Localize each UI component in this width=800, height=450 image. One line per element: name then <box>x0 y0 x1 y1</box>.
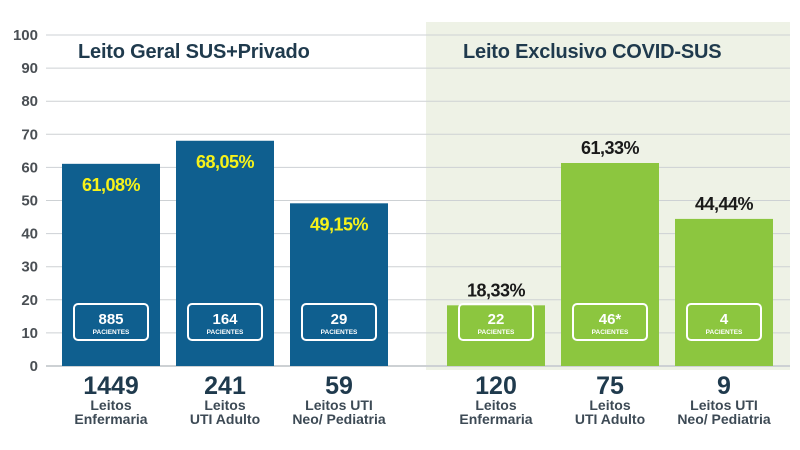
bar <box>290 203 388 366</box>
category-label: 75 Leitos UTI Adulto <box>550 372 670 427</box>
category-label-line1: Leitos UTI <box>305 397 373 413</box>
patients-badge <box>686 303 762 341</box>
bar-value-label: 61,33% <box>581 138 640 158</box>
category-label-line2: UTI Adulto <box>189 411 261 427</box>
category-label-line1: Leitos <box>589 397 631 413</box>
bed-count: 120 <box>475 372 517 400</box>
category-label-line1: Leitos <box>475 397 517 413</box>
panel-title-geral: Leito Geral SUS+Privado <box>78 41 310 63</box>
category-label-line2: UTI Adulto <box>574 411 646 427</box>
bar <box>675 218 773 366</box>
y-tick-label: 40 <box>21 226 38 243</box>
bar-value-label: 44,44% <box>695 194 754 214</box>
gridlines <box>46 34 790 367</box>
category-label-line2: Neo/ Pediatria <box>677 411 771 427</box>
patients-count: 29 <box>331 311 348 328</box>
y-tick-label: 10 <box>21 325 38 342</box>
patients-count: 164 <box>212 311 238 328</box>
y-tick-label: 90 <box>21 60 38 77</box>
patients-badge <box>73 303 149 341</box>
patients-badge <box>458 303 534 341</box>
category-label: 9 Leitos UTI Neo/ Pediatria <box>664 372 784 427</box>
patients-label: PACIENTES <box>478 329 515 336</box>
bars: 61,08%885PACIENTES68,05%164PACIENTES49,1… <box>62 138 773 366</box>
category-label: 120 Leitos Enfermaria <box>436 372 556 427</box>
category-label-line2: Enfermaria <box>459 411 533 427</box>
bed-count: 1449 <box>83 372 139 400</box>
panel-title-covid: Leito Exclusivo COVID-SUS <box>463 41 722 63</box>
patients-badge <box>301 303 377 341</box>
patients-label: PACIENTES <box>321 329 358 336</box>
y-tick-label: 50 <box>21 193 38 210</box>
patients-label: PACIENTES <box>592 329 629 336</box>
category-label-line2: Neo/ Pediatria <box>292 411 386 427</box>
category-label-line1: Leitos UTI <box>690 397 758 413</box>
y-tick-label: 0 <box>30 358 38 375</box>
y-tick-label: 20 <box>21 292 38 309</box>
patients-count: 46* <box>599 311 622 328</box>
bed-count: 241 <box>204 372 246 400</box>
patients-label: PACIENTES <box>93 329 130 336</box>
bar-value-label: 68,05% <box>196 152 255 172</box>
y-tick-label: 60 <box>21 159 38 176</box>
bar <box>561 162 659 366</box>
category-label-line2: Enfermaria <box>74 411 148 427</box>
patients-count: 4 <box>720 311 729 328</box>
y-tick-label: 100 <box>13 27 38 44</box>
patients-label: PACIENTES <box>207 329 244 336</box>
category-label: 59 Leitos UTI Neo/ Pediatria <box>279 372 399 427</box>
y-tick-label: 30 <box>21 259 38 276</box>
bar-value-label: 61,08% <box>82 175 141 195</box>
patients-label: PACIENTES <box>706 329 743 336</box>
y-axis: 0 10 20 30 40 50 60 70 80 90 100 <box>13 27 38 375</box>
patients-badge <box>187 303 263 341</box>
bed-count: 75 <box>596 372 624 400</box>
bar <box>176 140 274 366</box>
y-tick-label: 80 <box>21 93 38 110</box>
category-label: 241 Leitos UTI Adulto <box>165 372 285 427</box>
bed-count: 59 <box>325 372 353 400</box>
patients-count: 22 <box>488 311 505 328</box>
bar-value-label: 49,15% <box>310 214 369 234</box>
category-label-line1: Leitos <box>204 397 246 413</box>
y-tick-label: 70 <box>21 126 38 143</box>
patients-count: 885 <box>98 311 123 328</box>
category-label: 1449 Leitos Enfermaria <box>51 372 171 427</box>
bar <box>447 305 545 366</box>
bed-count: 9 <box>717 372 731 400</box>
patients-badge <box>572 303 648 341</box>
bar-value-label: 18,33% <box>467 280 526 300</box>
bar <box>62 163 160 366</box>
category-label-line1: Leitos <box>90 397 132 413</box>
